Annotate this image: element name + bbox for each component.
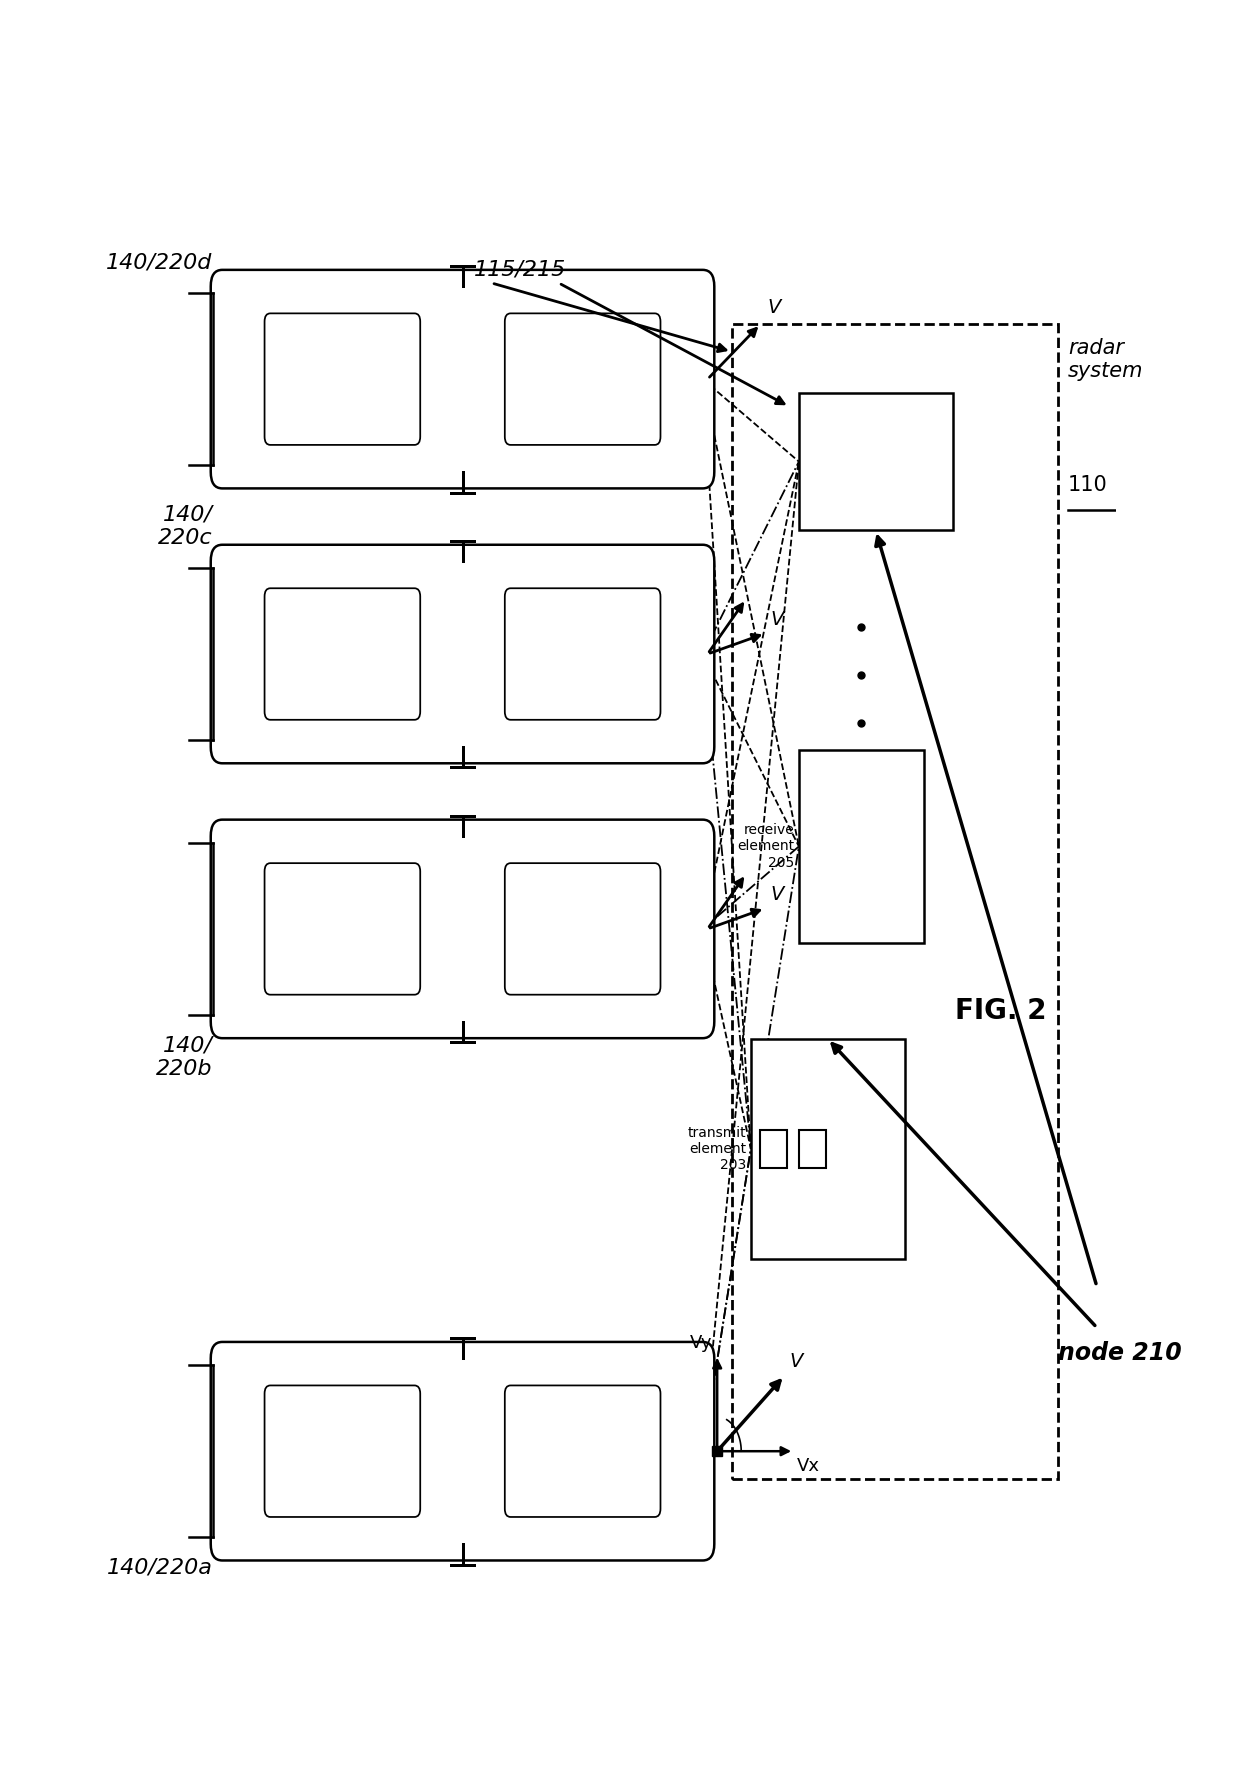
Bar — [760, 1130, 787, 1167]
FancyBboxPatch shape — [505, 864, 661, 994]
FancyBboxPatch shape — [264, 314, 420, 444]
Bar — [799, 1130, 826, 1167]
Text: 110: 110 — [1068, 475, 1107, 496]
Bar — [732, 325, 1058, 1478]
FancyBboxPatch shape — [211, 270, 714, 489]
Text: receive
element
205: receive element 205 — [737, 823, 794, 869]
FancyBboxPatch shape — [264, 589, 420, 719]
Text: V: V — [770, 885, 784, 905]
Text: V: V — [770, 610, 784, 630]
FancyBboxPatch shape — [264, 864, 420, 994]
Text: 140/
220c: 140/ 220c — [157, 505, 213, 548]
Bar — [799, 750, 924, 942]
FancyBboxPatch shape — [505, 314, 661, 444]
Text: 140/220a: 140/220a — [107, 1558, 213, 1578]
Text: Vx: Vx — [797, 1457, 820, 1474]
FancyBboxPatch shape — [505, 1385, 661, 1517]
Text: 115/215: 115/215 — [474, 259, 567, 278]
Text: 140/
220b: 140/ 220b — [156, 1035, 213, 1078]
Text: node 210: node 210 — [1058, 1341, 1182, 1366]
Bar — [799, 393, 952, 530]
FancyBboxPatch shape — [211, 819, 714, 1039]
Text: 140/220d: 140/220d — [107, 253, 213, 273]
FancyBboxPatch shape — [264, 1385, 420, 1517]
Bar — [751, 1039, 905, 1258]
Text: FIG. 2: FIG. 2 — [955, 998, 1047, 1025]
FancyBboxPatch shape — [211, 544, 714, 764]
Text: V: V — [768, 298, 780, 318]
Text: Vy: Vy — [689, 1333, 713, 1353]
Text: transmit
element
203: transmit element 203 — [687, 1126, 746, 1173]
FancyBboxPatch shape — [211, 1342, 714, 1560]
Text: radar
system: radar system — [1068, 337, 1143, 382]
Text: V: V — [789, 1353, 802, 1371]
FancyBboxPatch shape — [505, 589, 661, 719]
